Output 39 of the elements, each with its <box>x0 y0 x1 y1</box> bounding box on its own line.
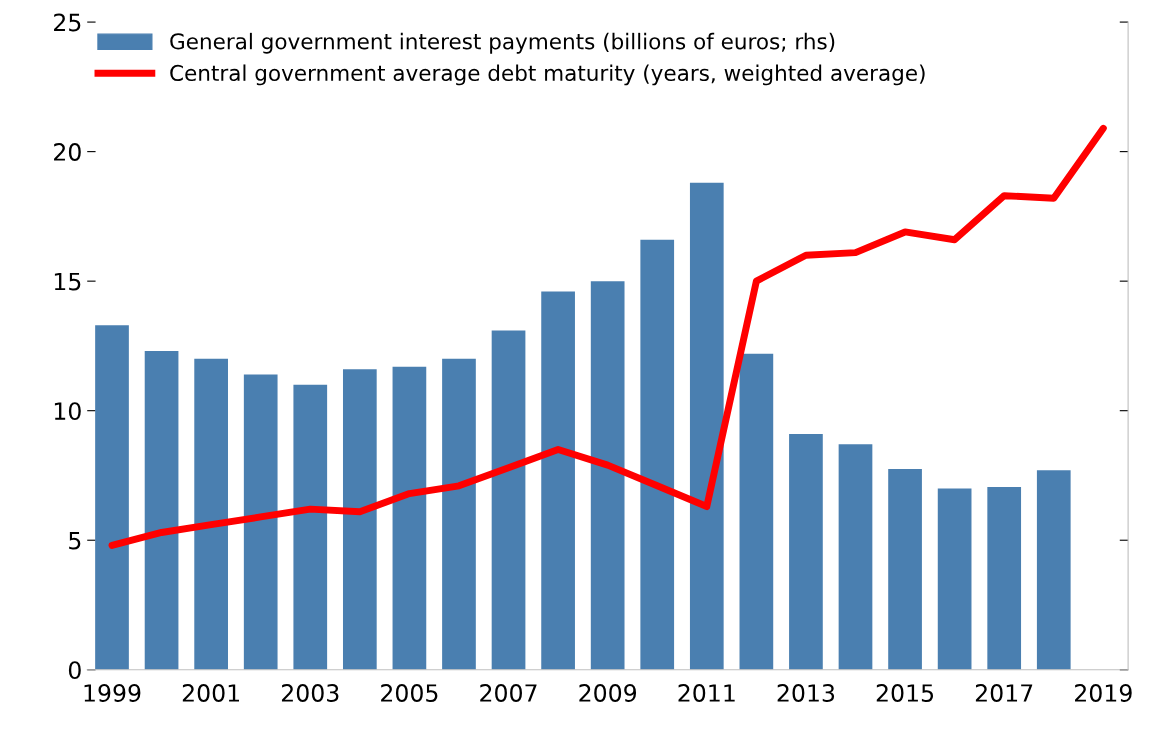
x-tick-label: 2003 <box>281 684 339 702</box>
bar <box>1036 470 1071 670</box>
bar <box>937 488 972 670</box>
x-tick-label: 2019 <box>1075 684 1132 702</box>
y-tick-label: 5 <box>69 531 81 550</box>
bar <box>789 434 823 670</box>
bar <box>739 353 774 670</box>
x-tick-label: 2009 <box>579 684 637 702</box>
bar <box>95 325 129 670</box>
y-tick-label: 20 <box>54 143 81 161</box>
bar <box>144 351 179 670</box>
legend-label: General government interest payments (billions of euros; rhs) <box>170 32 835 54</box>
bar <box>689 182 724 670</box>
x-tick-label: 2017 <box>975 684 1033 702</box>
bar <box>392 366 427 670</box>
y-tick-label: 25 <box>54 13 81 32</box>
x-tick-label: 2013 <box>777 684 835 702</box>
bar <box>987 487 1022 670</box>
y-tick-label: 15 <box>54 272 81 291</box>
x-tick-label: 2005 <box>381 684 438 702</box>
x-tick-label: 2007 <box>480 684 537 702</box>
bar <box>541 291 575 670</box>
bar <box>590 281 625 670</box>
x-tick-label: 2011 <box>678 684 735 702</box>
bar <box>888 468 922 670</box>
x-tick-label: 2001 <box>182 684 239 702</box>
y-tick-label: 10 <box>54 402 81 420</box>
bar <box>293 384 328 670</box>
x-tick-label: 1999 <box>84 684 141 702</box>
legend-label: Central government average debt maturity (years, weighted average) <box>170 64 925 86</box>
bar <box>491 330 526 670</box>
bar <box>342 369 377 670</box>
bar <box>640 239 675 670</box>
bar <box>838 444 873 670</box>
y-tick-label: 0 <box>68 661 81 680</box>
bar <box>194 358 228 670</box>
bar <box>243 374 278 670</box>
bar <box>442 358 476 670</box>
x-tick-label: 2015 <box>876 684 934 702</box>
